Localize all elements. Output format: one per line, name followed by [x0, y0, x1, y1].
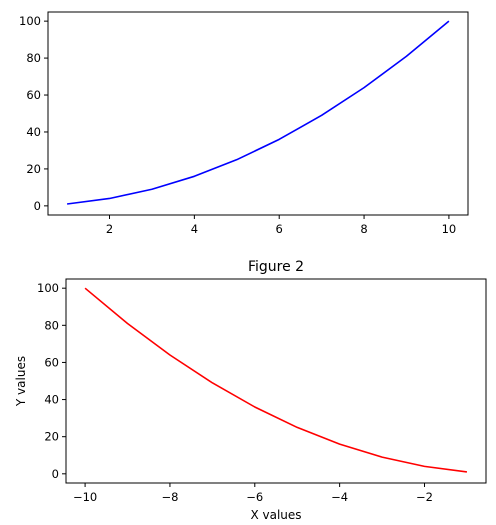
y-tick-label: 0 — [34, 199, 41, 213]
y-tick-label: 60 — [26, 88, 41, 102]
x-tick-label: −6 — [246, 490, 263, 504]
y-axis: 0 20 40 60 80 100 — [37, 281, 66, 481]
x-tick-label: −4 — [331, 490, 348, 504]
axes-frame — [47, 11, 469, 216]
y-tick-label: 20 — [44, 430, 59, 444]
chart-panel-2: Figure 2 −10 −8 −6 −4 −2 0 20 40 60 80 100 X valu… — [14, 259, 487, 522]
y-tick-label: 40 — [44, 393, 59, 407]
y-axis: 0 20 40 60 80 100 — [19, 14, 48, 213]
x-tick-label: −8 — [161, 490, 178, 504]
x-tick-label: 4 — [191, 222, 198, 236]
plot-area — [66, 20, 450, 205]
x-tick-label: 2 — [106, 222, 113, 236]
y-tick-label: 60 — [44, 355, 59, 369]
y-tick-label: 40 — [26, 125, 41, 139]
x-axis-label: X values — [250, 508, 301, 522]
y-tick-label: 100 — [19, 14, 41, 28]
x-axis: 2 4 6 8 10 — [106, 215, 456, 236]
x-tick-label: 6 — [276, 222, 283, 236]
x-tick-label: −10 — [73, 490, 97, 504]
x-tick-label: −2 — [416, 490, 433, 504]
series-line-1 — [66, 20, 450, 205]
y-tick-label: 0 — [52, 467, 59, 481]
x-tick-label: 10 — [442, 222, 457, 236]
y-tick-label: 100 — [37, 281, 59, 295]
chart-title: Figure 2 — [248, 259, 304, 275]
axes-frame — [65, 278, 487, 484]
x-axis: −10 −8 −6 −4 −2 — [73, 483, 433, 504]
y-tick-label: 80 — [44, 318, 59, 332]
series-line-1 — [84, 287, 468, 473]
chart-panel-1: 2 4 6 8 10 0 20 40 60 80 100 — [19, 11, 469, 236]
x-tick-label: 8 — [360, 222, 367, 236]
plot-area — [84, 287, 468, 473]
y-tick-label: 80 — [26, 51, 41, 65]
y-axis-label: Y values — [14, 356, 28, 407]
y-tick-label: 20 — [26, 162, 41, 176]
